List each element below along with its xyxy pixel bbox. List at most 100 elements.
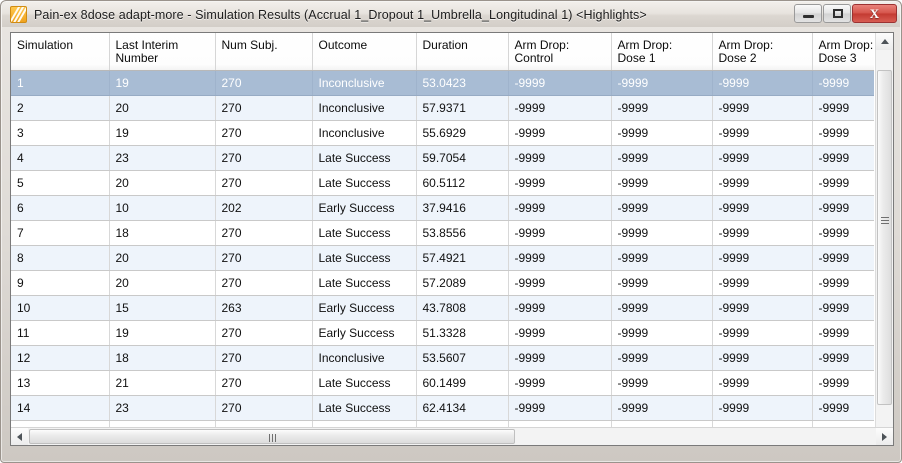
cell-last-interim-number[interactable]: 20 bbox=[109, 170, 216, 196]
cell-outcome[interactable]: Late Success bbox=[312, 395, 417, 421]
cell-num-subj[interactable]: 270 bbox=[215, 120, 313, 146]
vertical-scroll-track[interactable] bbox=[876, 50, 893, 427]
cell-duration[interactable]: 59.7054 bbox=[416, 145, 509, 171]
cell-arm-drop-dose-3[interactable]: -9999 bbox=[812, 220, 874, 246]
cell-arm-drop-dose-1[interactable]: -9999 bbox=[611, 170, 713, 196]
cell-arm-drop-dose-1[interactable]: -9999 bbox=[611, 245, 713, 271]
cell-last-interim-number[interactable]: 23 bbox=[109, 395, 216, 421]
cell-last-interim-number[interactable]: 20 bbox=[109, 270, 216, 296]
cell-arm-drop-dose-3[interactable]: -9999 bbox=[812, 170, 874, 196]
cell-arm-drop-dose-2[interactable]: -9999 bbox=[712, 320, 813, 346]
cell-duration[interactable]: 57.9371 bbox=[416, 95, 509, 121]
column-header-num-subj[interactable]: Num Subj. bbox=[215, 33, 313, 71]
table-row[interactable]: 1 19 270 Inconclusive 53.0423 -9999 -9999 -9999… bbox=[11, 70, 874, 96]
cell-duration[interactable]: 53.8556 bbox=[416, 220, 509, 246]
cell-simulation[interactable]: 15 bbox=[11, 420, 110, 427]
cell-arm-drop-dose-3[interactable]: -9999 bbox=[812, 270, 874, 296]
cell-last-interim-number[interactable]: 19 bbox=[109, 320, 216, 346]
cell-simulation[interactable]: 5 bbox=[11, 170, 110, 196]
table-row[interactable]: 2 20 270 Inconclusive 57.9371 -9999 -9999 -9999… bbox=[11, 95, 874, 121]
cell-arm-drop-control[interactable]: -9999 bbox=[508, 395, 612, 421]
cell-outcome[interactable]: Late Success bbox=[312, 245, 417, 271]
cell-arm-drop-dose-3[interactable]: -9999 bbox=[812, 145, 874, 171]
cell-duration[interactable]: 53.5607 bbox=[416, 345, 509, 371]
cell-simulation[interactable]: 4 bbox=[11, 145, 110, 171]
cell-arm-drop-dose-3[interactable]: -9999 bbox=[812, 295, 874, 321]
cell-arm-drop-dose-3[interactable]: -9999 bbox=[812, 120, 874, 146]
cell-num-subj[interactable]: 270 bbox=[215, 95, 313, 121]
title-bar[interactable]: Pain-ex 8dose adapt-more - Simulation Re… bbox=[2, 2, 900, 27]
vertical-scroll-thumb[interactable] bbox=[877, 70, 892, 405]
cell-outcome[interactable]: Early Success bbox=[312, 195, 417, 221]
cell-duration[interactable]: 51.3328 bbox=[416, 320, 509, 346]
cell-arm-drop-control[interactable]: -9999 bbox=[508, 420, 612, 427]
cell-simulation[interactable]: 8 bbox=[11, 245, 110, 271]
cell-simulation[interactable]: 13 bbox=[11, 370, 110, 396]
cell-arm-drop-dose-3[interactable]: -9999 bbox=[812, 245, 874, 271]
cell-duration[interactable]: 60.1499 bbox=[416, 370, 509, 396]
cell-arm-drop-dose-1[interactable]: -9999 bbox=[611, 220, 713, 246]
cell-outcome[interactable]: Inconclusive bbox=[312, 345, 417, 371]
table-row[interactable]: 11 19 270 Early Success 51.3328 -9999 -9999 -99… bbox=[11, 320, 874, 346]
cell-last-interim-number[interactable]: 19 bbox=[109, 70, 216, 96]
cell-outcome[interactable]: Inconclusive bbox=[312, 95, 417, 121]
cell-arm-drop-dose-1[interactable]: -9999 bbox=[611, 320, 713, 346]
column-header-last-interim-number[interactable]: Last Interim Number bbox=[109, 33, 216, 71]
table-row[interactable]: 4 23 270 Late Success 59.7054 -9999 -9999 -9999… bbox=[11, 145, 874, 171]
cell-last-interim-number[interactable]: 20 bbox=[109, 245, 216, 271]
cell-simulation[interactable]: 3 bbox=[11, 120, 110, 146]
cell-outcome[interactable]: Early Success bbox=[312, 295, 417, 321]
cell-last-interim-number[interactable]: 10 bbox=[109, 195, 216, 221]
cell-arm-drop-control[interactable]: -9999 bbox=[508, 195, 612, 221]
cell-duration[interactable]: 62.4134 bbox=[416, 395, 509, 421]
cell-arm-drop-dose-1[interactable]: -9999 bbox=[611, 195, 713, 221]
column-header-outcome[interactable]: Outcome bbox=[312, 33, 417, 71]
cell-last-interim-number[interactable]: 22 bbox=[109, 420, 216, 427]
table-row[interactable]: 13 21 270 Late Success 60.1499 -9999 -9999 -999… bbox=[11, 370, 874, 396]
cell-simulation[interactable]: 14 bbox=[11, 395, 110, 421]
cell-num-subj[interactable]: 270 bbox=[215, 70, 313, 96]
cell-arm-drop-dose-1[interactable]: -9999 bbox=[611, 395, 713, 421]
cell-arm-drop-control[interactable]: -9999 bbox=[508, 220, 612, 246]
cell-arm-drop-control[interactable]: -9999 bbox=[508, 95, 612, 121]
cell-arm-drop-dose-3[interactable]: -9999 bbox=[812, 95, 874, 121]
cell-outcome[interactable]: Late Success bbox=[312, 145, 417, 171]
column-header-arm-drop-dose-2[interactable]: Arm Drop: Dose 2 bbox=[712, 33, 813, 71]
cell-outcome[interactable]: Late Success bbox=[312, 270, 417, 296]
cell-arm-drop-dose-2[interactable]: -9999 bbox=[712, 270, 813, 296]
cell-arm-drop-dose-2[interactable]: -9999 bbox=[712, 345, 813, 371]
cell-num-subj[interactable]: 270 bbox=[215, 270, 313, 296]
cell-arm-drop-dose-1[interactable]: -9999 bbox=[611, 295, 713, 321]
cell-outcome[interactable]: Late Success bbox=[312, 220, 417, 246]
cell-outcome[interactable]: Late Success bbox=[312, 420, 417, 427]
cell-last-interim-number[interactable]: 23 bbox=[109, 145, 216, 171]
cell-num-subj[interactable]: 270 bbox=[215, 320, 313, 346]
table-row[interactable]: 9 20 270 Late Success 57.2089 -9999 -9999 -9999… bbox=[11, 270, 874, 296]
cell-duration[interactable]: 60.6175 bbox=[416, 420, 509, 427]
cell-outcome[interactable]: Inconclusive bbox=[312, 70, 417, 96]
table-row[interactable]: 1522270Late Success60.6175-9999-9999-999… bbox=[11, 420, 874, 427]
table-row[interactable]: 6 10 202 Early Success 37.9416 -9999 -9999 -999… bbox=[11, 195, 874, 221]
table-row[interactable]: 8 20 270 Late Success 57.4921 -9999 -9999 -9999… bbox=[11, 245, 874, 271]
cell-duration[interactable]: 55.6929 bbox=[416, 120, 509, 146]
horizontal-scrollbar[interactable] bbox=[11, 427, 893, 445]
cell-outcome[interactable]: Early Success bbox=[312, 320, 417, 346]
cell-arm-drop-dose-1[interactable]: -9999 bbox=[611, 370, 713, 396]
cell-arm-drop-dose-2[interactable]: -9999 bbox=[712, 145, 813, 171]
cell-arm-drop-dose-1[interactable]: -9999 bbox=[611, 345, 713, 371]
cell-simulation[interactable]: 2 bbox=[11, 95, 110, 121]
cell-arm-drop-dose-2[interactable]: -9999 bbox=[712, 195, 813, 221]
scroll-up-button[interactable] bbox=[876, 33, 893, 51]
table-row[interactable]: 5 20 270 Late Success 60.5112 -9999 -9999 -9999… bbox=[11, 170, 874, 196]
cell-num-subj[interactable]: 270 bbox=[215, 145, 313, 171]
cell-arm-drop-dose-3[interactable]: -9999 bbox=[812, 70, 874, 96]
cell-arm-drop-dose-3[interactable]: -9999 bbox=[812, 370, 874, 396]
column-header-duration[interactable]: Duration bbox=[416, 33, 509, 71]
column-header-simulation[interactable]: Simulation bbox=[11, 33, 110, 71]
cell-arm-drop-control[interactable]: -9999 bbox=[508, 145, 612, 171]
cell-arm-drop-control[interactable]: -9999 bbox=[508, 270, 612, 296]
cell-arm-drop-control[interactable]: -9999 bbox=[508, 320, 612, 346]
cell-arm-drop-dose-1[interactable]: -9999 bbox=[611, 70, 713, 96]
cell-num-subj[interactable]: 270 bbox=[215, 245, 313, 271]
close-button[interactable]: X bbox=[852, 4, 897, 23]
